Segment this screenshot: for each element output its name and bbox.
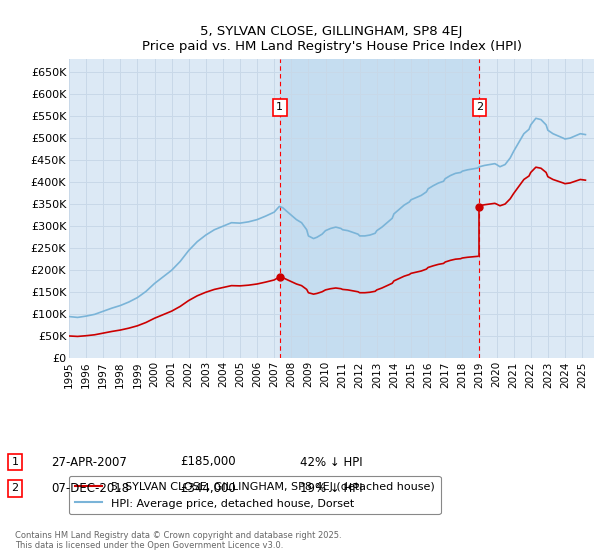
Text: 1: 1 [276, 102, 283, 112]
Text: £185,000: £185,000 [180, 455, 236, 469]
Text: 07-DEC-2018: 07-DEC-2018 [51, 482, 129, 495]
Title: 5, SYLVAN CLOSE, GILLINGHAM, SP8 4EJ
Price paid vs. HM Land Registry's House Pri: 5, SYLVAN CLOSE, GILLINGHAM, SP8 4EJ Pri… [142, 25, 521, 53]
Text: Contains HM Land Registry data © Crown copyright and database right 2025.
This d: Contains HM Land Registry data © Crown c… [15, 530, 341, 550]
Bar [280, 59, 479, 358]
Text: £344,000: £344,000 [180, 482, 236, 495]
Text: 19% ↓ HPI: 19% ↓ HPI [300, 482, 362, 495]
Text: 27-APR-2007: 27-APR-2007 [51, 455, 127, 469]
Legend: 5, SYLVAN CLOSE, GILLINGHAM, SP8 4EJ (detached house), HPI: Average price, detac: 5, SYLVAN CLOSE, GILLINGHAM, SP8 4EJ (de… [69, 476, 440, 514]
Text: 42% ↓ HPI: 42% ↓ HPI [300, 455, 362, 469]
Text: 2: 2 [11, 483, 19, 493]
Text: 1: 1 [11, 457, 19, 467]
Text: 2: 2 [476, 102, 483, 112]
